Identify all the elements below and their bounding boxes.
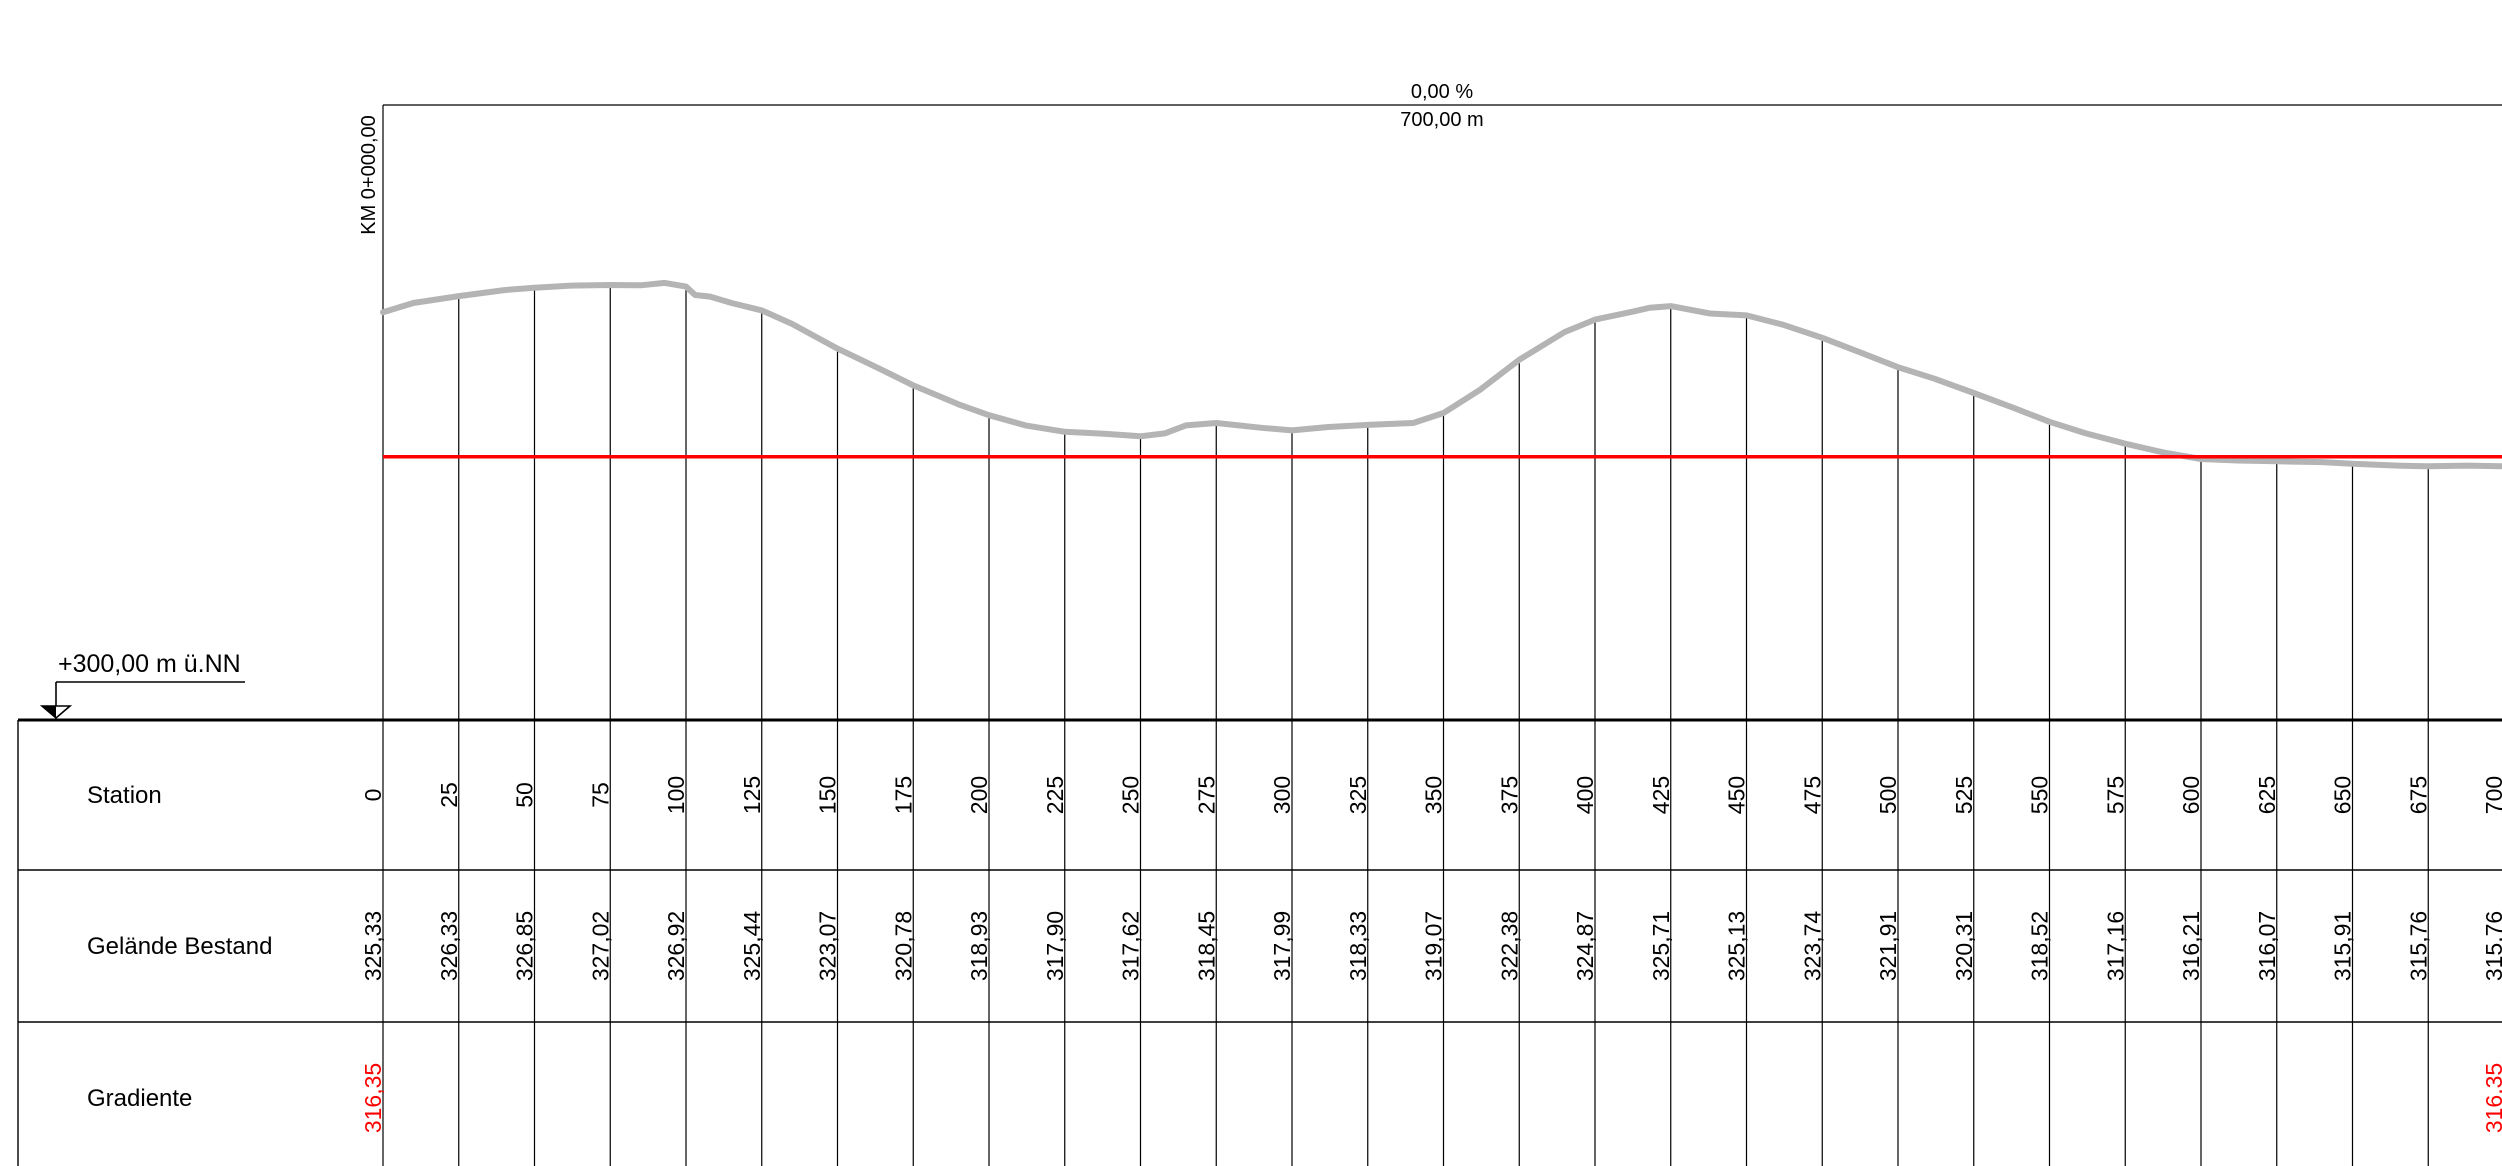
table-cell-value: 475: [1799, 776, 1825, 814]
table-cell-value: 0: [360, 789, 386, 802]
table-cell-value: 25: [436, 782, 462, 808]
table-cell-value: 321,91: [1875, 911, 1901, 981]
table-cell-value: 318,45: [1193, 911, 1219, 981]
table-cell-value: 316,35: [360, 1063, 386, 1133]
table-cell-value: 325,71: [1648, 911, 1674, 981]
table-cell-value: 125: [739, 776, 765, 814]
table-cell-value: 600: [2178, 776, 2204, 814]
station-gridlines: [382, 105, 2429, 1166]
reference-level-label: +300,00 m ü.NN: [58, 650, 241, 678]
table-cell-value: 75: [587, 782, 613, 808]
terrain-line: [380, 279, 2502, 470]
table-row-label: Gradiente: [87, 1085, 192, 1112]
table-cell-value: 550: [2027, 776, 2053, 814]
table-cell-value: 425: [1648, 776, 1674, 814]
table-frame: [17, 718, 2502, 1166]
reference-level-marker: +300,00 m ü.NN: [39, 650, 245, 720]
table-cell-value: 322,38: [1496, 911, 1522, 981]
table-cell-value: 317,62: [1118, 911, 1144, 981]
table-cell-value: 100: [663, 776, 689, 814]
table-cell-value: 325,44: [739, 911, 765, 982]
table-cell-value: 317,99: [1269, 911, 1295, 981]
table-cell-value: 500: [1875, 776, 1901, 814]
table-cell-value: 324,87: [1572, 911, 1598, 981]
start-station-label: KM 0+000,00: [358, 115, 380, 235]
table-cell-value: 250: [1118, 776, 1144, 814]
table-cell-value: 350: [1421, 776, 1447, 814]
table-cell-value: 316,21: [2178, 911, 2204, 981]
table-cell-value: 575: [2102, 776, 2128, 814]
table-row-label: Station: [87, 782, 162, 809]
table-cell-value: 315,76: [2481, 911, 2502, 981]
table-cell-value: 326,92: [663, 911, 689, 981]
table-cell-value: 317,16: [2102, 911, 2128, 981]
gradient-length-label: 700,00 m: [1400, 109, 1483, 131]
table-cell-value: 400: [1572, 776, 1598, 814]
table-cell-value: 327,02: [587, 911, 613, 981]
table-cell-value: 200: [966, 776, 992, 814]
data-table: Station 0 25 50 75 100 125 150 175 200 225 250 275 30…: [87, 776, 2502, 1133]
table-cell-value: 323,07: [815, 911, 841, 981]
table-cell-value: 326,85: [512, 911, 538, 981]
table-cell-value: 225: [1042, 776, 1068, 814]
table-cell-value: 319,07: [1421, 911, 1447, 981]
table-cell-value: 325,13: [1724, 911, 1750, 981]
table-cell-value: 323,74: [1799, 911, 1825, 982]
table-cell-value: 320,78: [890, 911, 916, 981]
table-cell-value: 150: [815, 776, 841, 814]
table-cell-value: 318,33: [1345, 911, 1371, 981]
gradient-header: 0,00 % 700,00 m KM 0+000,00: [358, 81, 2502, 235]
table-cell-value: 675: [2405, 776, 2431, 814]
table-cell-value: 300: [1269, 776, 1295, 814]
table-cell-value: 325: [1345, 776, 1371, 814]
table-cell-value: 275: [1193, 776, 1219, 814]
table-cell-value: 650: [2330, 776, 2356, 814]
table-cell-value: 318,52: [2027, 911, 2053, 981]
table-cell-value: 326,33: [436, 911, 462, 981]
table-cell-value: 625: [2254, 776, 2280, 814]
table-cell-value: 50: [512, 782, 538, 808]
table-cell-value: 316,07: [2254, 911, 2280, 981]
table-cell-value: 317,90: [1042, 911, 1068, 981]
table-cell-value: 316,35: [2481, 1063, 2502, 1133]
table-cell-value: 175: [890, 776, 916, 814]
table-cell-value: 315,91: [2330, 911, 2356, 981]
table-cell-value: 525: [1951, 776, 1977, 814]
table-cell-value: 318,93: [966, 911, 992, 981]
table-cell-value: 450: [1724, 776, 1750, 814]
table-cell-value: 700: [2481, 776, 2502, 814]
gradient-percent-label: 0,00 %: [1411, 81, 1473, 103]
table-cell-value: 375: [1496, 776, 1522, 814]
table-cell-value: 315,76: [2405, 911, 2431, 981]
profile-plot: [380, 279, 2502, 470]
table-row-label: Gelände Bestand: [87, 933, 272, 960]
table-cell-value: 325,33: [360, 911, 386, 981]
reference-level-arrow-icon: [42, 706, 56, 718]
table-cell-value: 320,31: [1951, 911, 1977, 981]
